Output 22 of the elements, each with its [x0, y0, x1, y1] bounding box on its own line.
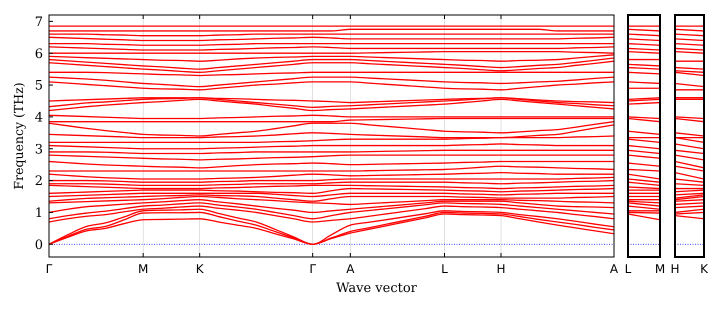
x-tick-label: A — [346, 262, 356, 276]
x-tick-label: K — [700, 262, 710, 276]
x-tick-label: L — [441, 262, 448, 276]
y-tick-label: 1 — [34, 206, 43, 221]
y-tick-label: 3 — [34, 142, 43, 158]
y-axis-title: Frequency (THz) — [11, 82, 26, 190]
y-tick-label: 6 — [34, 46, 43, 62]
x-tick-label: H — [670, 262, 680, 276]
y-tick-label: 0 — [34, 238, 43, 253]
x-tick-label: L — [624, 262, 632, 276]
x-tick-label: Γ — [309, 262, 316, 276]
x-tick-label: A — [610, 262, 619, 276]
x-tick-label: Γ — [46, 262, 53, 276]
y-tick-label: 2 — [34, 174, 43, 190]
x-tick-label: M — [138, 262, 148, 276]
y-tick-label: 4 — [34, 110, 43, 126]
y-tick-label: 5 — [34, 78, 43, 94]
x-axis-title: Wave vector — [336, 281, 418, 296]
x-tick-label: K — [196, 262, 205, 276]
y-tick-label: 7 — [34, 14, 43, 30]
x-tick-label: H — [496, 262, 506, 276]
x-tick-label: M — [654, 262, 666, 276]
